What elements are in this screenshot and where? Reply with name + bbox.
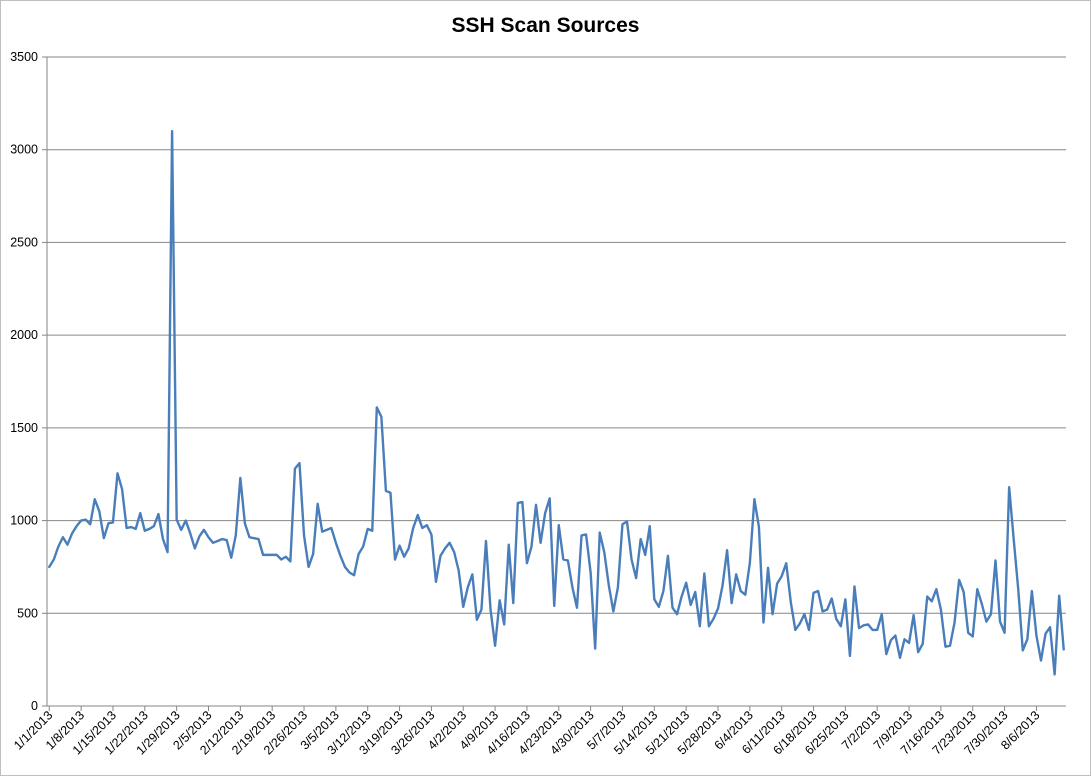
y-tick-label: 2000 xyxy=(10,328,38,342)
y-tick-label: 0 xyxy=(31,699,38,713)
y-tick-label: 3500 xyxy=(10,50,38,64)
y-tick-label: 1500 xyxy=(10,421,38,435)
y-tick-label: 2500 xyxy=(10,235,38,249)
y-tick-label: 3000 xyxy=(10,143,38,157)
series-layer xyxy=(48,129,1065,676)
axes xyxy=(42,56,1066,711)
x-axis-tick-labels: 1/1/20131/8/20131/15/20131/22/20131/29/2… xyxy=(11,708,1042,757)
y-tick-label: 1000 xyxy=(10,514,38,528)
gridlines xyxy=(47,56,1066,614)
y-tick-label: 500 xyxy=(17,606,38,620)
series-line xyxy=(48,129,1065,676)
y-axis-tick-labels: 0 500 1000 1500 2000 2500 3000 3500 xyxy=(10,50,38,713)
chart-title: SSH Scan Sources xyxy=(451,14,640,37)
